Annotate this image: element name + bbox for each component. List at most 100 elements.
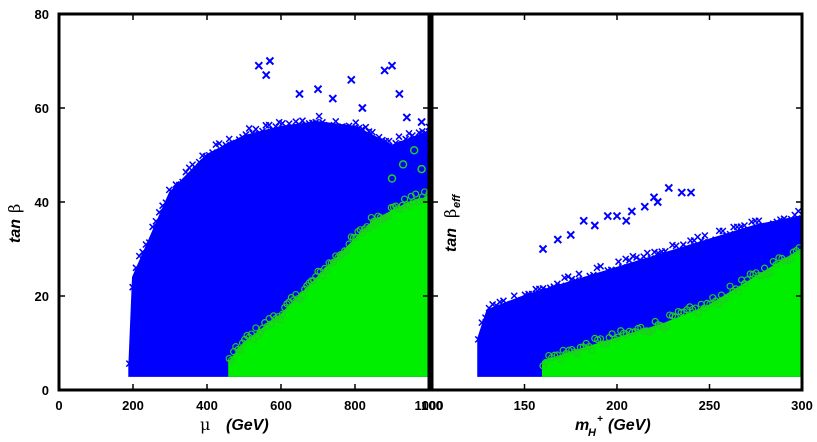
edge-marker — [368, 128, 376, 136]
edge-marker — [358, 229, 366, 237]
edge-marker — [614, 333, 622, 341]
edge-marker — [588, 346, 596, 354]
edge-marker — [392, 139, 400, 147]
edge-marker — [395, 133, 403, 141]
data-point-R-0-4 — [590, 221, 600, 230]
xtick-label-L-3: 600 — [270, 398, 292, 413]
edge-marker — [245, 124, 253, 132]
edge-marker — [772, 261, 780, 269]
data-point-L-1-0 — [387, 174, 397, 183]
ytick-label-L-0: 0 — [42, 383, 49, 398]
edge-marker — [576, 343, 585, 351]
edge-marker — [408, 131, 416, 140]
edge-marker — [542, 358, 550, 367]
edge-marker — [755, 217, 763, 225]
edge-marker — [192, 166, 200, 174]
edge-marker — [571, 276, 579, 285]
edge-marker — [766, 222, 774, 230]
edge-marker — [786, 255, 795, 264]
right-xlabel-symbol: m — [575, 417, 589, 434]
edge-marker — [278, 119, 287, 127]
edge-marker — [195, 158, 203, 166]
edge-marker — [798, 214, 802, 223]
data-point-R-0-0 — [538, 244, 548, 254]
edge-marker — [723, 293, 731, 302]
xtick-label-L-4: 800 — [344, 398, 366, 413]
edge-marker — [557, 282, 565, 290]
xtick-label-R-2: 200 — [606, 398, 628, 413]
edge-marker — [332, 117, 340, 125]
edge-marker — [125, 360, 133, 368]
edge-marker — [325, 121, 333, 129]
edge-marker — [643, 249, 651, 257]
edge-marker — [409, 198, 418, 206]
data-point-L-0-2 — [261, 70, 271, 80]
edge-marker — [556, 355, 564, 363]
edge-marker — [348, 124, 356, 133]
xtick-label-R-0: 100 — [421, 398, 443, 413]
edge-marker — [323, 266, 331, 274]
edge-marker — [152, 217, 160, 225]
edge-marker — [281, 303, 289, 312]
edge-marker — [510, 292, 518, 300]
edge-marker — [278, 310, 287, 318]
edge-marker — [481, 314, 489, 322]
xtick-label-L-1: 200 — [122, 398, 144, 413]
edge-marker — [142, 240, 150, 249]
edge-marker — [209, 149, 217, 157]
edge-marker — [597, 262, 605, 270]
edge-marker — [553, 280, 561, 288]
edge-marker — [272, 315, 280, 323]
xtick-label-R-3: 250 — [699, 398, 721, 413]
edge-marker — [256, 328, 264, 336]
edge-marker — [706, 300, 714, 308]
edge-marker — [743, 276, 751, 284]
edge-marker — [593, 264, 601, 272]
edge-marker — [722, 232, 730, 240]
edge-marker — [600, 272, 608, 280]
edge-marker — [282, 125, 290, 133]
edge-marker — [714, 300, 723, 308]
edge-marker — [683, 244, 691, 252]
edge-marker — [358, 125, 366, 133]
edge-marker — [596, 335, 605, 343]
left-xlabel-symbol: μ — [200, 415, 210, 434]
edge-marker — [242, 131, 250, 139]
data-point-L-0-12 — [417, 117, 426, 127]
edge-marker — [367, 213, 375, 222]
edge-marker — [149, 223, 157, 231]
left-xlabel-unit: (GeV) — [226, 417, 269, 434]
edge-marker — [579, 276, 587, 284]
edge-marker — [302, 121, 310, 129]
edge-marker — [575, 270, 583, 278]
edge-marker — [474, 335, 482, 343]
edge-marker — [365, 224, 373, 232]
edge-marker — [622, 255, 630, 263]
edge-marker — [301, 285, 309, 293]
edge-marker — [318, 118, 326, 126]
right-xlabel-sup: + — [597, 414, 603, 425]
left-ylabel-prefix: tan — [7, 219, 24, 243]
edge-marker — [412, 190, 420, 198]
ytick-label-L-4: 80 — [35, 7, 49, 22]
data-point-R-0-8 — [640, 202, 649, 211]
edge-marker — [573, 349, 582, 358]
edge-marker — [398, 140, 406, 148]
edge-marker — [354, 228, 362, 236]
edge-marker — [250, 335, 258, 343]
xtick-label-R-1: 150 — [514, 398, 536, 413]
edge-marker — [225, 135, 233, 143]
data-point-R-0-12 — [686, 188, 696, 197]
edge-marker — [694, 309, 703, 317]
edge-marker — [227, 356, 236, 364]
edge-marker — [712, 236, 720, 244]
edge-marker — [285, 120, 293, 128]
data-point-R-0-1 — [553, 235, 563, 244]
data-point-L-0-8 — [380, 66, 389, 75]
edge-marker — [283, 300, 291, 308]
edge-marker — [343, 247, 351, 255]
edge-marker — [798, 249, 802, 257]
data-point-L-0-11 — [402, 113, 412, 122]
edge-marker — [775, 254, 783, 262]
